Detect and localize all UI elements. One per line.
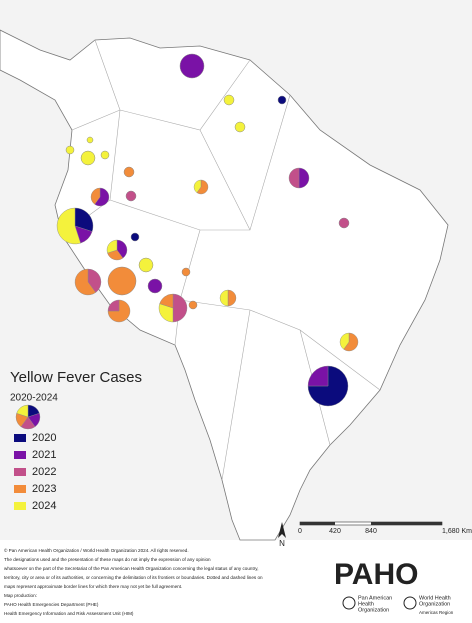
- pie-slice: [288, 167, 300, 189]
- scale-label: 1,680 Km: [442, 528, 472, 535]
- pie-slice: [227, 289, 237, 307]
- scale-label: 840: [365, 528, 377, 535]
- legend: 2020 2021 2022 2023 2024: [14, 404, 56, 512]
- pie-slice: [74, 268, 96, 296]
- pie-slice: [87, 268, 102, 293]
- pie-slice: [116, 239, 128, 259]
- paho-logo: PAHO: [334, 558, 418, 591]
- pie-slice: [307, 365, 349, 407]
- disclaimer-line: maps represent approximate border lines …: [4, 584, 182, 589]
- pie: [125, 190, 137, 202]
- pie-slice: [307, 365, 329, 387]
- pie: [338, 217, 350, 229]
- paho-emblem: [342, 596, 356, 610]
- pie-slice: [107, 299, 120, 312]
- who-emblem: [403, 596, 417, 610]
- legend-label: 2022: [32, 466, 56, 478]
- pie-slice: [56, 207, 81, 245]
- pie: [100, 150, 110, 160]
- disclaimer: © Pan American Health Organization / Wor…: [4, 547, 263, 616]
- pie: [277, 95, 287, 105]
- pie-slice: [16, 404, 29, 418]
- pie: [147, 278, 163, 294]
- pie: [65, 145, 75, 155]
- pie-slice: [74, 207, 94, 232]
- disclaimer-line: territory, city or area or of its author…: [4, 575, 263, 580]
- legend-title: Yellow Fever Cases: [10, 369, 142, 386]
- disclaimer-line: PAHO Health Emergencies Department (PHE): [4, 602, 99, 607]
- pie-slice: [94, 187, 110, 207]
- pie-slice: [172, 293, 188, 323]
- disclaimer-line: Health Emergency Information and Risk As…: [4, 611, 134, 616]
- north-arrow: N: [278, 522, 286, 548]
- pie-slice: [343, 332, 359, 352]
- pie: [188, 300, 198, 310]
- pie: [130, 232, 140, 242]
- scale-bar: 0 420 840 1,680 Km: [298, 521, 472, 535]
- pie: [234, 121, 246, 133]
- north-label: N: [279, 539, 285, 548]
- pie-slice: [219, 289, 229, 307]
- paho-name: Organization: [358, 607, 389, 613]
- who-name: World Health: [419, 595, 451, 601]
- disclaimer-line: Map production:: [4, 593, 37, 598]
- pie: [86, 136, 94, 144]
- pie: [223, 94, 235, 106]
- pie-slice: [196, 179, 209, 195]
- pie-slice: [106, 239, 118, 254]
- pie-slice: [193, 179, 202, 193]
- legend-label: 2024: [32, 500, 56, 512]
- pie: [138, 257, 154, 273]
- pie: [80, 150, 96, 166]
- pie-slice: [339, 332, 350, 350]
- legend-swatch: [14, 451, 26, 459]
- pie-slice: [298, 167, 310, 189]
- pie: [181, 267, 191, 277]
- disclaimer-line: The designations used and the presentati…: [4, 557, 211, 562]
- disclaimer-line: whatsoever on the part of the Secretaria…: [4, 566, 259, 571]
- who-region: Americas Region: [419, 610, 454, 615]
- pie: [107, 266, 137, 296]
- legend-swatch: [14, 502, 26, 510]
- pie-slice: [158, 303, 174, 323]
- paho-name: Health: [358, 601, 374, 607]
- legend-swatch: [14, 434, 26, 442]
- scale-label: 420: [329, 528, 341, 535]
- pie-slice: [107, 299, 131, 323]
- legend-swatch: [14, 485, 26, 493]
- legend-label: 2021: [32, 449, 56, 461]
- pie-slice: [90, 187, 101, 205]
- paho-name: Pan American: [358, 595, 392, 601]
- legend-label: 2023: [32, 483, 56, 495]
- legend-swatch: [14, 468, 26, 476]
- scale-label: 0: [298, 528, 302, 535]
- legend-label: 2020: [32, 432, 56, 444]
- pie-slice: [159, 293, 174, 309]
- pie-layer: [56, 53, 359, 407]
- disclaimer-line: © Pan American Health Organization / Wor…: [4, 547, 189, 553]
- pie: [123, 166, 135, 178]
- who-name: Organization: [419, 601, 450, 607]
- pie: [179, 53, 205, 79]
- legend-subtitle: 2020-2024: [10, 393, 58, 404]
